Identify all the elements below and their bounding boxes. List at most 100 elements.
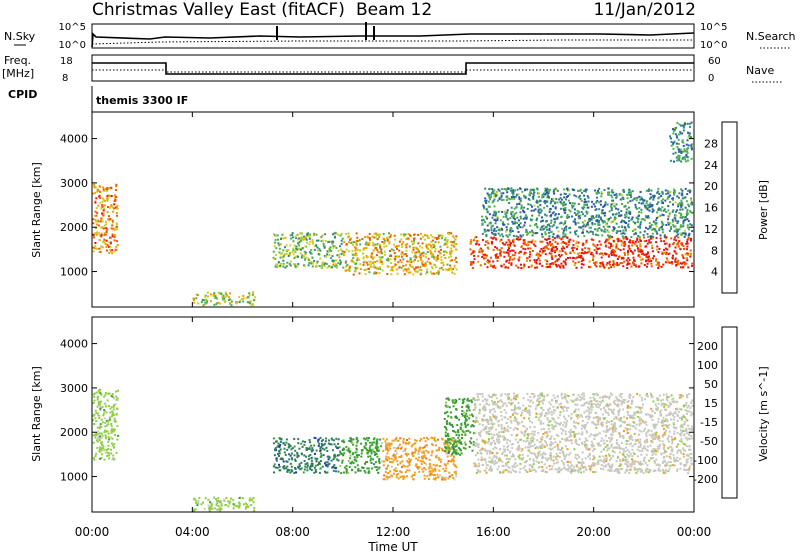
echo-cell <box>567 243 570 246</box>
echo-cell <box>442 261 445 264</box>
echo-cell <box>470 399 473 402</box>
echo-cell <box>580 393 583 396</box>
echo-cell <box>611 251 614 254</box>
echo-cell <box>220 502 223 505</box>
echo-cell <box>200 503 203 506</box>
echo-cell <box>584 247 587 250</box>
echo-cell <box>354 270 357 273</box>
echo-cell <box>210 502 213 505</box>
echo-cell <box>529 191 532 194</box>
echo-cell <box>527 247 530 250</box>
echo-cell <box>608 193 610 196</box>
echo-cell <box>342 251 345 254</box>
echo-cell <box>556 226 559 229</box>
echo-cell <box>520 235 523 238</box>
echo-cell <box>636 218 639 221</box>
echo-cell <box>364 462 366 465</box>
echo-cell <box>197 501 200 504</box>
echo-cell <box>365 461 367 464</box>
echo-cell <box>521 409 524 412</box>
echo-cell <box>603 442 605 445</box>
echo-cell <box>252 501 255 504</box>
echo-cell <box>109 407 112 410</box>
echo-cell <box>683 235 686 238</box>
echo-cell <box>455 268 458 271</box>
echo-cell <box>454 238 457 241</box>
echo-cell <box>341 461 344 464</box>
echo-cell <box>558 470 561 473</box>
echo-cell <box>435 266 438 269</box>
echo-cell <box>528 458 531 461</box>
echo-cell <box>314 469 317 472</box>
echo-cell <box>297 467 300 470</box>
echo-cell <box>355 444 358 447</box>
echo-cell <box>627 246 630 249</box>
echo-cell <box>548 265 551 268</box>
echo-cell <box>664 247 667 250</box>
echo-cell <box>678 240 681 243</box>
echo-cell <box>297 263 300 265</box>
echo-cell <box>615 243 618 246</box>
echo-cell <box>492 200 495 203</box>
echo-cell <box>639 223 642 226</box>
echo-cell <box>331 449 334 452</box>
echo-cell <box>583 203 586 206</box>
echo-cell <box>111 219 114 222</box>
echo-cell <box>95 420 98 423</box>
echo-cell <box>491 237 494 240</box>
echo-cell <box>105 220 107 223</box>
echo-cell <box>253 509 256 512</box>
echo-cell <box>227 505 230 508</box>
echo-cell <box>506 209 509 212</box>
echo-cell <box>104 402 107 405</box>
echo-cell <box>600 463 603 466</box>
echo-cell <box>548 210 551 213</box>
echo-cell <box>385 438 388 441</box>
echo-cell <box>103 204 106 207</box>
echo-cell <box>513 257 516 260</box>
echo-cell <box>673 430 676 433</box>
echo-cell <box>104 436 107 438</box>
echo-cell <box>359 249 362 252</box>
echo-cell <box>491 192 494 195</box>
echo-cell <box>334 245 337 248</box>
echo-cell <box>555 452 558 455</box>
echo-cell <box>465 419 468 422</box>
echo-cell <box>649 202 652 205</box>
echo-cell <box>674 133 677 136</box>
echo-cell <box>690 143 693 146</box>
echo-cell <box>484 419 486 422</box>
echo-cell <box>578 252 581 254</box>
echo-cell <box>349 454 352 457</box>
echo-cell <box>498 189 501 192</box>
echo-cell <box>633 264 636 266</box>
echo-cell <box>298 241 301 244</box>
echo-cell <box>577 221 580 224</box>
echo-cell <box>686 259 689 262</box>
echo-cell <box>544 457 547 460</box>
echo-cell <box>666 248 669 251</box>
echo-cell <box>646 262 649 265</box>
echo-cell <box>431 236 434 239</box>
echo-cell <box>418 250 420 253</box>
echo-cell <box>594 470 597 473</box>
echo-cell <box>688 467 691 470</box>
echo-cell <box>232 507 235 510</box>
echo-cell <box>452 437 455 440</box>
echo-cell <box>346 268 349 271</box>
echo-cell <box>645 226 647 229</box>
echo-cell <box>317 444 320 447</box>
echo-cell <box>353 254 356 257</box>
echo-cell <box>564 220 567 223</box>
echo-cell <box>539 208 542 211</box>
echo-cell <box>569 226 572 229</box>
echo-cell <box>595 261 598 264</box>
echo-cell <box>491 231 493 234</box>
echo-cell <box>312 242 314 245</box>
echo-cell <box>608 218 611 220</box>
echo-cell <box>533 188 536 191</box>
echo-cell <box>453 272 456 275</box>
echo-cell <box>473 250 476 253</box>
echo-cell <box>527 203 530 206</box>
echo-cell <box>651 454 654 457</box>
